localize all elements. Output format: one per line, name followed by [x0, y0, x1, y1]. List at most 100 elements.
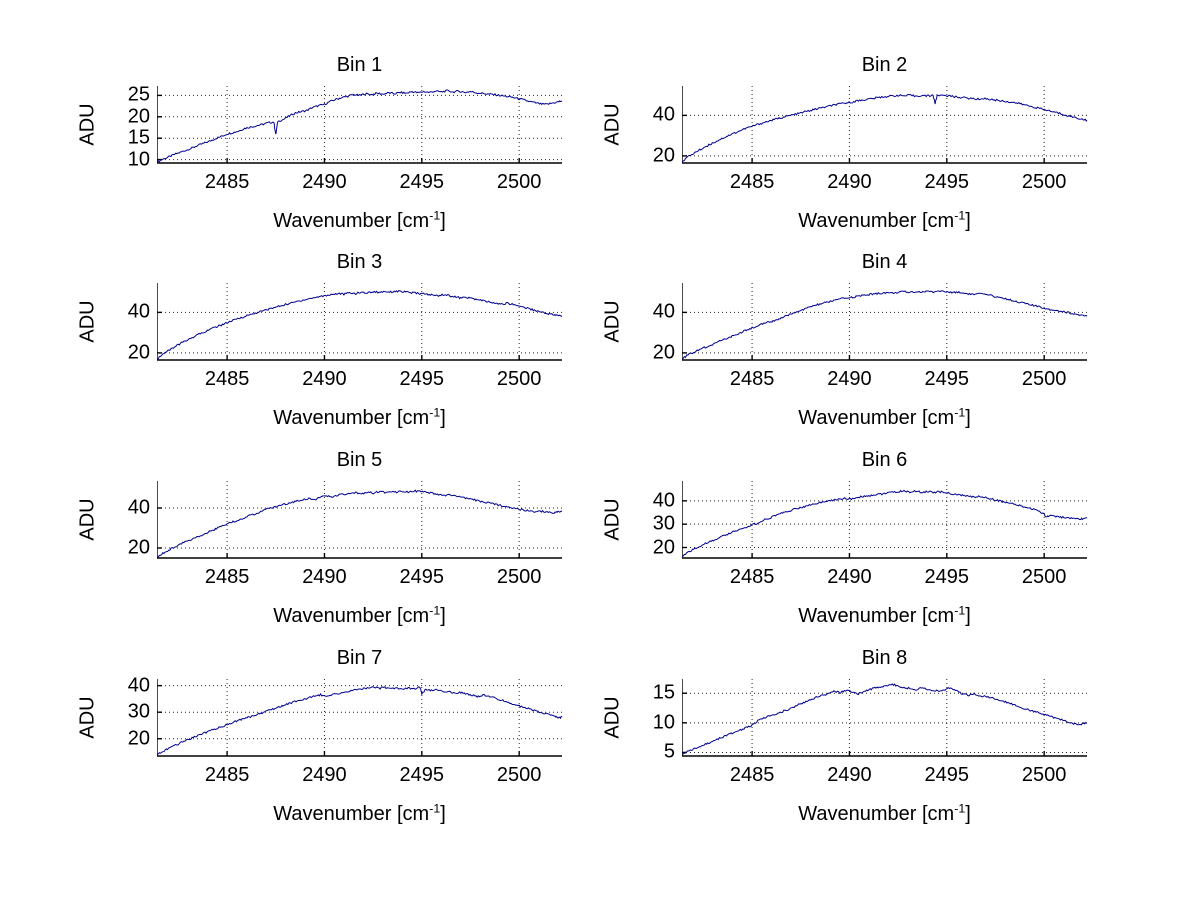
y-tick-label: 10 [652, 711, 675, 734]
x-axis-label-bracket: ] [965, 605, 971, 627]
x-axis-label: Wavenumber [cm-1] [682, 208, 1087, 233]
plot-axes [682, 86, 1088, 164]
x-axis-label: Wavenumber [cm-1] [157, 802, 562, 826]
x-tick-label: 2500 [1021, 566, 1067, 588]
x-axis-label-exponent: -1 [954, 208, 966, 223]
x-axis-label: Wavenumber [cm-1] [157, 405, 562, 430]
plot-axes [157, 481, 563, 559]
x-tick-label: 2490 [827, 171, 872, 193]
x-tick-label: 2495 [399, 368, 445, 390]
x-axis-label-bracket: ] [965, 407, 971, 429]
x-tick-label: 2495 [924, 764, 970, 786]
y-tick-label: 15 [127, 126, 150, 149]
y-tick-label: 20 [652, 144, 675, 167]
data-series-line [682, 93, 1088, 163]
axis-lines [157, 679, 562, 757]
axis-lines [157, 481, 562, 559]
y-tick-label: 40 [127, 300, 150, 323]
x-axis-label-text: Wavenumber [cm [798, 803, 955, 825]
subplot-panel-8: Bin 8 ADU 5 10 15 2485 2490 2495 2500 Wavenumber … [600, 645, 1200, 843]
x-tick-label: 2490 [827, 566, 872, 588]
plot-area [682, 283, 1093, 368]
x-axis-label-bracket: ] [440, 210, 446, 232]
x-axis-label-text: Wavenumber [cm [798, 210, 955, 232]
x-axis-label: Wavenumber [cm-1] [157, 208, 562, 233]
subplot-panel-4: Bin 4 ADU 20 40 2485 2490 2495 2500 Wavenumber [… [600, 249, 1200, 447]
y-tick-label: 25 [127, 83, 150, 106]
x-axis-label-exponent: -1 [954, 405, 966, 420]
x-axis-label: Wavenumber [cm-1] [157, 604, 562, 628]
y-tick-label: 20 [127, 727, 150, 750]
data-series-line [157, 489, 563, 558]
axis-lines [157, 283, 562, 361]
plot-area [157, 86, 568, 171]
subplot-panel-2: Bin 2 ADU 20 40 2485 2490 2495 2500 Wavenumber [… [600, 52, 1200, 250]
x-axis-label-text: Wavenumber [cm [273, 407, 430, 429]
y-tick-label: 15 [652, 681, 675, 704]
x-tick-label: 2490 [827, 764, 872, 786]
x-tick-label: 2495 [399, 566, 445, 588]
subplot-title: Bin 6 [861, 449, 908, 471]
x-tick-label: 2495 [399, 764, 445, 786]
plot-axes [682, 283, 1088, 361]
y-tick-label: 40 [127, 674, 150, 697]
x-tick-label: 2485 [729, 764, 775, 786]
x-tick-label: 2485 [204, 368, 250, 390]
subplot-title: Bin 3 [336, 251, 383, 273]
x-tick-label: 2500 [496, 171, 542, 193]
y-tick-label: 30 [127, 700, 150, 723]
x-axis-label-exponent: -1 [954, 801, 966, 816]
x-tick-label: 2495 [924, 566, 970, 588]
x-axis-label-bracket: ] [440, 407, 446, 429]
x-axis-label-bracket: ] [965, 803, 971, 825]
x-axis-label-exponent: -1 [429, 208, 441, 223]
y-tick-label: 30 [652, 512, 675, 535]
x-axis-label-bracket: ] [440, 803, 446, 825]
axis-lines [682, 481, 1087, 559]
x-tick-label: 2490 [827, 368, 872, 390]
x-axis-label-text: Wavenumber [cm [273, 803, 430, 825]
x-tick-label: 2485 [729, 171, 775, 193]
plot-area [157, 283, 568, 368]
plot-axes [682, 481, 1088, 559]
y-tick-label: 20 [652, 536, 675, 558]
plot-axes [157, 283, 563, 361]
plot-area [682, 679, 1093, 764]
plot-area [157, 481, 568, 566]
axis-lines [682, 679, 1087, 757]
x-axis-label-text: Wavenumber [cm [273, 210, 430, 232]
subplot-title: Bin 8 [861, 647, 908, 669]
subplot-panel-7: Bin 7 ADU 20 30 40 2485 2490 2495 2500 Wavenumber… [0, 645, 600, 843]
plot-area [682, 481, 1093, 566]
x-axis-label-text: Wavenumber [cm [798, 605, 955, 627]
y-tick-label: 20 [127, 536, 150, 559]
x-tick-label: 2485 [729, 368, 775, 390]
subplot-title: Bin 5 [336, 449, 383, 471]
y-tick-label: 20 [652, 341, 675, 364]
x-axis-label-exponent: -1 [429, 405, 441, 420]
plot-axes [157, 679, 563, 757]
x-tick-label: 2495 [924, 368, 970, 390]
x-tick-label: 2500 [496, 764, 542, 786]
axis-lines [157, 86, 562, 164]
y-tick-label: 40 [652, 103, 675, 126]
data-series-line [157, 290, 563, 360]
x-tick-label: 2485 [729, 566, 775, 588]
y-tick-label: 40 [127, 496, 150, 519]
y-tick-label: 40 [652, 489, 675, 512]
axis-lines [682, 86, 1087, 164]
data-series-line [682, 290, 1088, 360]
x-axis-label: Wavenumber [cm-1] [682, 801, 1087, 826]
subplot-title: Bin 2 [861, 54, 908, 76]
x-axis-label: Wavenumber [cm-1] [682, 405, 1087, 430]
x-tick-label: 2490 [302, 171, 347, 193]
x-tick-label: 2495 [924, 171, 970, 193]
x-tick-label: 2485 [204, 764, 250, 786]
data-series-line [157, 686, 563, 756]
x-axis-label-text: Wavenumber [cm [273, 605, 430, 627]
x-tick-label: 2500 [1021, 171, 1067, 193]
x-tick-label: 2500 [1021, 764, 1067, 786]
data-series-line [682, 683, 1088, 755]
subplot-panel-3: Bin 3 ADU 20 40 2485 2490 2495 2500 Wavenumber [… [0, 249, 600, 447]
y-tick-label: 20 [127, 341, 150, 364]
